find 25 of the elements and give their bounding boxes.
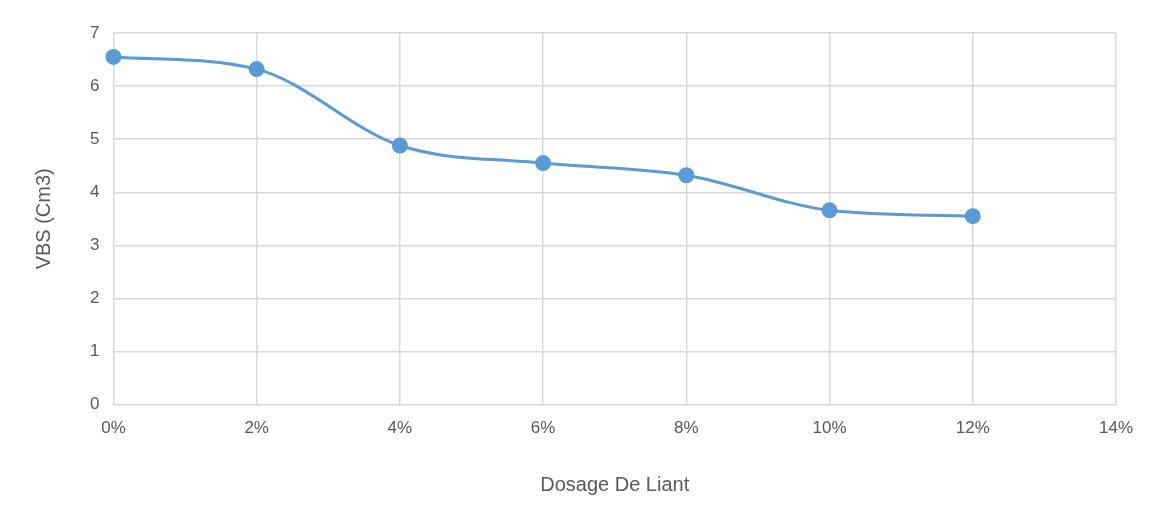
x-tick-label: 12% (955, 418, 990, 438)
y-tick-label: 1 (89, 341, 100, 361)
y-tick-label: 2 (89, 288, 100, 308)
x-tick-label: 6% (530, 418, 556, 438)
y-tick-label: 6 (89, 75, 100, 95)
y-axis-title: VBS (Cm3) (31, 168, 54, 270)
point (105, 48, 122, 65)
point (821, 202, 838, 219)
y-tick-label: 7 (89, 22, 100, 42)
x-tick-label: 8% (674, 418, 699, 438)
point (678, 167, 695, 184)
point (535, 155, 552, 172)
y-tick-label: 5 (89, 128, 100, 148)
x-tick-label: 14% (1098, 418, 1133, 438)
point (391, 137, 408, 154)
point (248, 61, 265, 78)
x-axis-title: Dosage De Liant (540, 472, 690, 495)
y-tick-label: 3 (89, 235, 100, 255)
x-tick-label: 4% (387, 418, 413, 438)
point (964, 208, 981, 225)
x-tick-label: 10% (812, 418, 847, 438)
y-tick-label: 0 (89, 394, 100, 414)
y-tick-label: 4 (89, 181, 100, 201)
x-tick-label: 2% (244, 418, 269, 438)
x-tick-label: 0% (101, 418, 126, 438)
